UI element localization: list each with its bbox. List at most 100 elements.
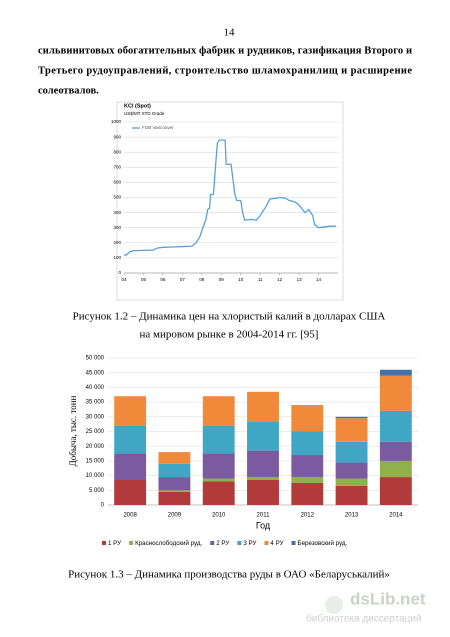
y-tick-label: 600: [113, 180, 121, 185]
legend-label: FOB Vancouver: [142, 125, 174, 130]
chart-title: KCl (Spot): [124, 103, 151, 109]
bar-segment: [247, 391, 279, 422]
legend-swatch: [102, 541, 106, 545]
bar-segment: [291, 405, 324, 432]
caption: Рисунок 1.3 – Динамика производства руды…: [68, 569, 390, 581]
y-axis-title: Добыча, тыс. тонн: [68, 395, 78, 466]
x-tick-label: 13: [297, 277, 303, 282]
y-tick-label: 100: [113, 255, 121, 260]
legend-label: Березовский руд.: [298, 540, 348, 547]
bar-segment: [114, 453, 147, 481]
bar-segment: [335, 418, 368, 442]
paragraph-line: сильвинитовых обогатительных фабрик и ру…: [38, 45, 412, 56]
x-tick-label: 06: [160, 277, 166, 282]
y-tick-label: 5 000: [89, 488, 105, 494]
y-tick-label: 30 000: [86, 414, 105, 420]
bar-segment: [247, 477, 279, 481]
x-tick-label: 05: [141, 277, 147, 282]
y-tick-label: 0: [101, 503, 105, 509]
y-tick-label: 10 000: [86, 473, 105, 479]
bar-segment: [158, 463, 191, 478]
y-tick-label: 15 000: [86, 458, 105, 464]
x-tick-label: 04: [121, 277, 127, 282]
x-tick-label: 12: [277, 277, 283, 282]
paragraph-line: Третьего рудоуправлений, строительство ш…: [38, 65, 412, 76]
bar-segment: [291, 431, 324, 456]
x-tick-label: 09: [219, 277, 225, 282]
bar-segment: [247, 480, 279, 505]
bar-segment: [291, 455, 324, 478]
bar-segment: [247, 450, 279, 478]
legend-swatch: [210, 541, 215, 545]
bar-segment: [114, 425, 147, 454]
bar-segment: [379, 441, 412, 461]
y-tick-label: 500: [113, 195, 121, 200]
x-tick-label: 2009: [168, 513, 182, 519]
legend-label: 3 РУ: [243, 540, 256, 547]
legend-label: 2 РУ: [216, 540, 229, 547]
y-tick-label: 300: [113, 225, 121, 230]
y-tick-label: 200: [113, 240, 121, 245]
bar-segment: [335, 416, 368, 419]
bar-segment: [114, 396, 147, 426]
caption: Рисунок 1.2 – Динамика цен на хлористый …: [73, 311, 386, 323]
x-tick-label: 2012: [301, 513, 315, 519]
y-tick-label: 20 000: [86, 444, 105, 450]
figure-frame: [116, 101, 344, 301]
bar-segment: [379, 477, 412, 505]
y-tick-label: 25 000: [86, 429, 105, 435]
bar-segment: [158, 490, 191, 492]
bar-segment: [202, 478, 235, 482]
y-tick-label: 45 000: [86, 370, 105, 376]
bar-segment: [247, 421, 279, 451]
y-tick-label: 900: [113, 134, 121, 139]
bar-segment: [158, 452, 191, 464]
y-tick-label: 700: [113, 164, 121, 169]
x-tick-label: 11: [258, 277, 263, 282]
bar-segment: [335, 462, 368, 479]
x-tick-label: 2013: [345, 513, 359, 519]
x-tick-label: 2014: [389, 513, 403, 519]
x-tick-label: 2011: [257, 513, 271, 519]
bar-segment: [379, 369, 412, 376]
legend-label: 1 РУ: [108, 540, 121, 547]
bar-segment: [379, 375, 412, 411]
y-tick-label: 800: [113, 149, 121, 154]
x-tick-label: 07: [180, 277, 186, 282]
watermark-subtitle: библиотека диссертаций: [306, 613, 422, 625]
legend-label: Краснослободский руд.: [135, 540, 202, 547]
x-tick-label: 14: [316, 277, 322, 282]
bar-segment: [202, 425, 235, 454]
bar-segment: [335, 441, 368, 463]
x-tick-label: 10: [238, 277, 244, 282]
y-tick-label: 50 000: [86, 356, 105, 362]
y-tick-label: 35 000: [86, 400, 105, 406]
bar-segment: [379, 410, 412, 442]
legend-swatch: [129, 541, 134, 545]
x-axis-title: Год: [256, 520, 271, 530]
y-tick-label: 0: [118, 270, 121, 275]
y-tick-label: 1000: [111, 119, 122, 124]
bar-segment: [335, 485, 368, 505]
bar-segment: [158, 477, 191, 491]
x-tick-label: 08: [199, 277, 205, 282]
x-tick-label: 2008: [123, 513, 137, 519]
bar-segment: [202, 453, 235, 479]
bar-segment: [335, 478, 368, 486]
watermark-icon: [325, 596, 343, 614]
y-tick-label: 40 000: [86, 385, 105, 391]
legend-swatch: [291, 541, 296, 545]
caption: на мировом рынке в 2004-2014 гг. [95]: [140, 329, 319, 341]
bar-segment: [291, 477, 324, 483]
bar-segment: [291, 482, 324, 505]
x-tick-label: 2010: [212, 513, 226, 519]
page-number: 14: [224, 27, 236, 39]
legend-label: 4 РУ: [270, 540, 283, 547]
bar-segment: [202, 481, 235, 505]
watermark-title: dsLib.net: [350, 589, 426, 608]
bar-segment: [114, 480, 147, 505]
legend-swatch: [237, 541, 242, 545]
paragraph-line: солеотвалов.: [38, 85, 99, 96]
